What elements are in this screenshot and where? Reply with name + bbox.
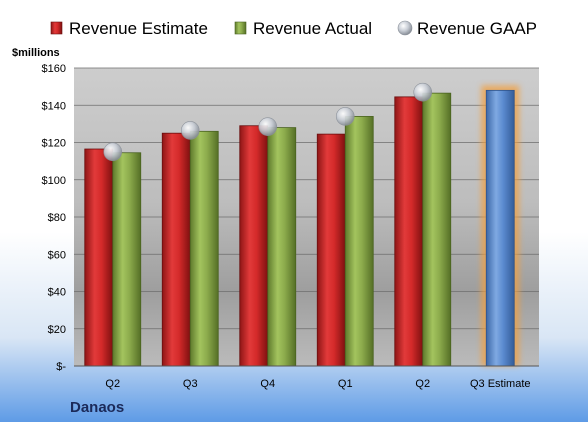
gridlines xyxy=(74,67,539,330)
revenue-estimate-bar xyxy=(316,133,346,367)
x-tick-label: Q2 xyxy=(415,378,430,390)
revenue-gaap-marker xyxy=(335,107,355,126)
y-tick-label: $- xyxy=(56,361,66,373)
x-axis-ticks: Q2 Q3 Q4 Q1 Q2 Q3 Estimate xyxy=(105,378,530,390)
revenue-estimate-bar xyxy=(84,148,114,367)
revenue-actual-bar xyxy=(267,127,297,367)
y-tick-label: $80 xyxy=(48,212,66,224)
revenue-actual-bar xyxy=(344,116,374,367)
y-tick-label: $140 xyxy=(42,100,66,112)
x-tick-label: Q3 xyxy=(183,378,198,390)
x-tick-label: Q2 xyxy=(105,378,120,390)
legend-swatch xyxy=(50,21,63,35)
y-tick-label: $60 xyxy=(48,249,66,261)
revenue-gaap-marker xyxy=(180,121,200,140)
y-axis-label: $millions xyxy=(12,47,60,59)
bars xyxy=(84,85,520,367)
legend-label: Revenue Estimate xyxy=(69,19,208,38)
y-tick-label: $20 xyxy=(48,324,66,336)
legend-revenue-gaap: Revenue GAAP xyxy=(397,19,537,38)
revenue-gaap-marker xyxy=(258,117,278,136)
y-tick-label: $100 xyxy=(42,175,66,187)
legend-label: Revenue GAAP xyxy=(417,19,537,38)
x-tick-label: Q3 Estimate xyxy=(470,378,531,390)
y-axis-ticks: $- $20 $40 $60 $80 $100 $120 $140 $160 xyxy=(42,63,67,373)
legend: Revenue Estimate Revenue Actual Revenue GA… xyxy=(50,19,537,38)
legend-swatch xyxy=(397,20,413,36)
revenue-actual-bar xyxy=(112,152,142,367)
gaap-markers xyxy=(103,82,433,162)
y-tick-label: $40 xyxy=(48,287,66,299)
revenue-actual-bar xyxy=(189,130,219,367)
legend-revenue-estimate: Revenue Estimate xyxy=(50,19,208,38)
y-tick-label: $120 xyxy=(42,138,66,150)
revenue-actual-bar xyxy=(422,92,452,367)
y-tick-label: $160 xyxy=(42,63,66,75)
revenue-estimate-bar xyxy=(161,132,191,367)
revenue-estimate-bar xyxy=(394,96,424,367)
legend-revenue-actual: Revenue Actual xyxy=(234,19,372,38)
revenue-gaap-marker xyxy=(103,142,123,162)
company-name: Danaos xyxy=(70,399,124,416)
revenue-gaap-marker xyxy=(413,82,433,102)
x-tick-label: Q4 xyxy=(260,378,275,390)
legend-label: Revenue Actual xyxy=(253,19,372,38)
revenue-estimate-forecast-bar xyxy=(485,89,515,367)
legend-swatch xyxy=(234,21,247,35)
x-tick-label: Q1 xyxy=(338,378,353,390)
revenue-estimate-bar xyxy=(239,125,269,367)
